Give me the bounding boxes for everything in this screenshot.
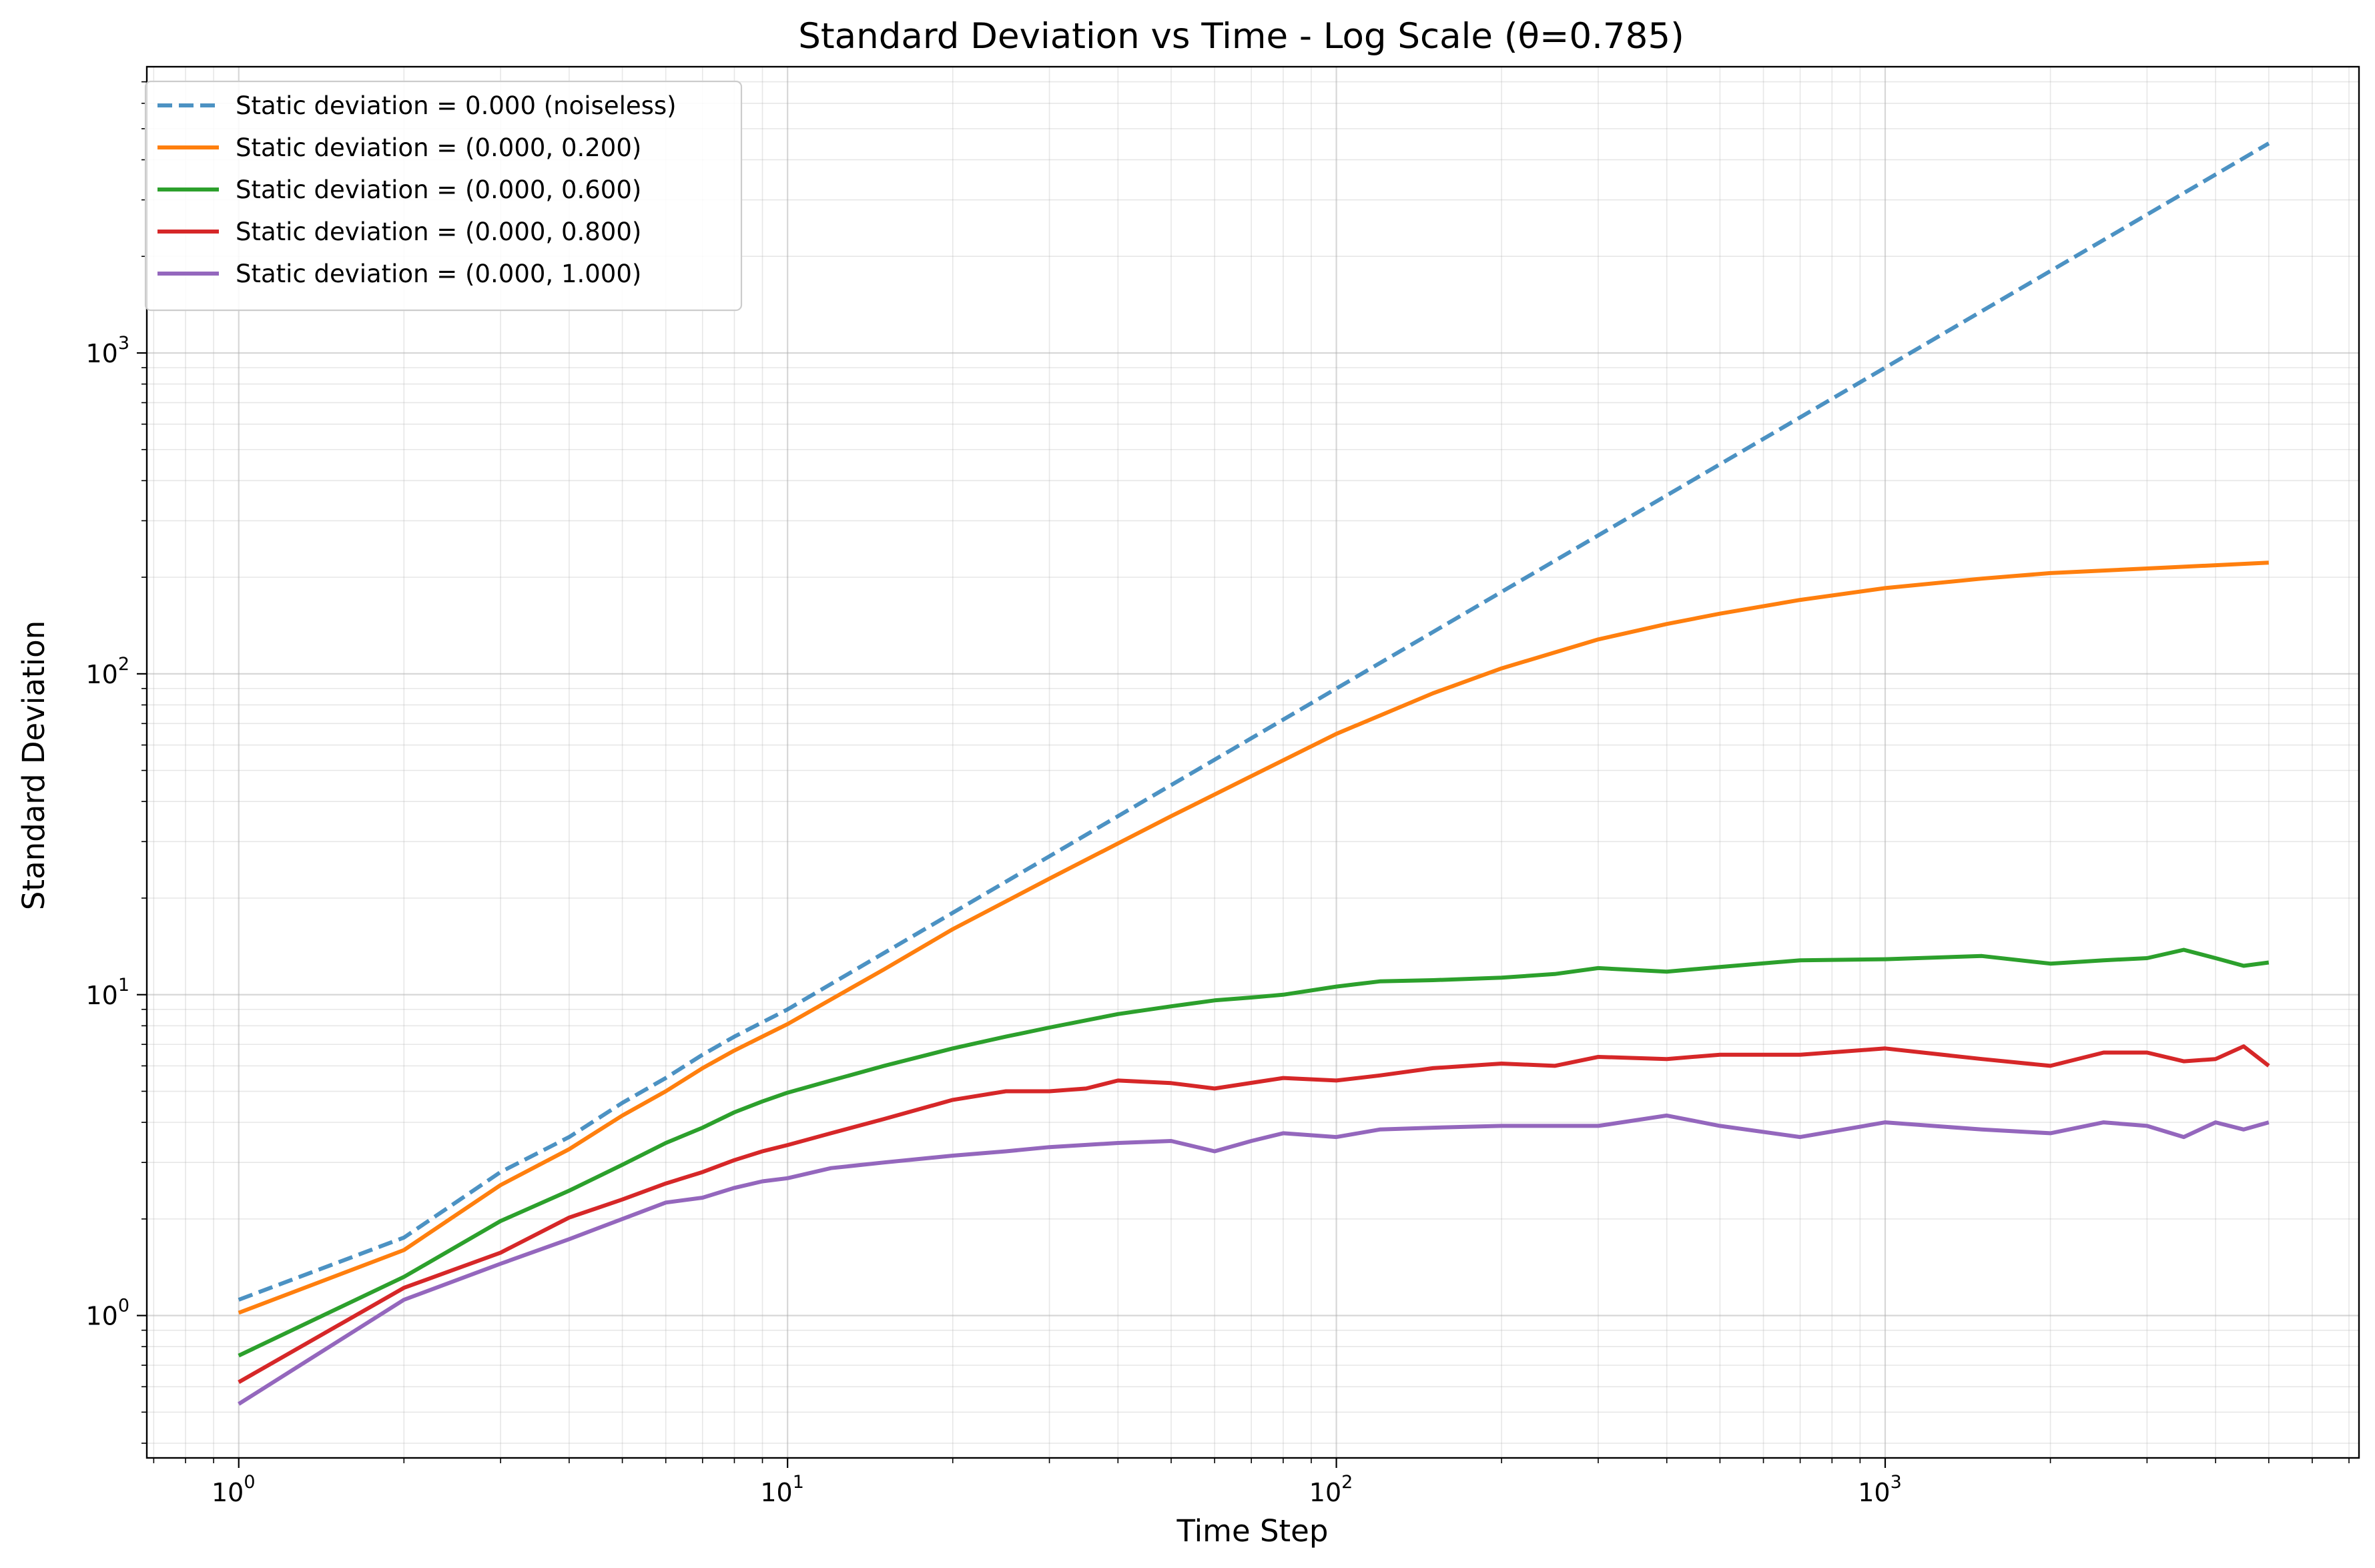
chart-title: Standard Deviation vs Time - Log Scale (… — [798, 16, 1684, 57]
legend-label-5: Static deviation = (0.000, 1.000) — [236, 260, 641, 288]
plot-frame — [145, 65, 2360, 1459]
series-line-2 — [238, 560, 2269, 1315]
legend-box — [144, 80, 743, 312]
x-tick-label: 102 — [1309, 1472, 1353, 1507]
x-tick-label: 103 — [1858, 1472, 1902, 1507]
series-line-3 — [238, 947, 2270, 1358]
y-tick-label: 103 — [85, 333, 129, 368]
series-layer — [238, 141, 2270, 1406]
legend-label-1: Static deviation = 0.000 (noiseless) — [236, 91, 677, 120]
series-line-5 — [238, 1113, 2270, 1406]
y-axis-label: Standard Deviation — [16, 621, 51, 910]
y-tick-label: 100 — [85, 1296, 129, 1331]
legend-label-4: Static deviation = (0.000, 0.800) — [236, 218, 641, 246]
legend-label-2: Static deviation = (0.000, 0.200) — [236, 133, 641, 162]
series-line-4 — [238, 1044, 2270, 1385]
legend-label-3: Static deviation = (0.000, 0.600) — [236, 175, 641, 204]
axis-ticks: 100 101 102 103 100 101 102 103 — [85, 81, 2350, 1507]
x-tick-label: 100 — [212, 1472, 256, 1507]
series-line-1 — [238, 141, 2270, 1302]
y-tick-label: 101 — [85, 975, 129, 1010]
x-axis-label: Time Step — [1176, 1513, 1329, 1549]
legend: Static deviation = 0.000 (noiseless) Stat… — [144, 80, 743, 312]
x-tick-label: 101 — [760, 1472, 804, 1507]
y-tick-label: 102 — [85, 654, 129, 689]
